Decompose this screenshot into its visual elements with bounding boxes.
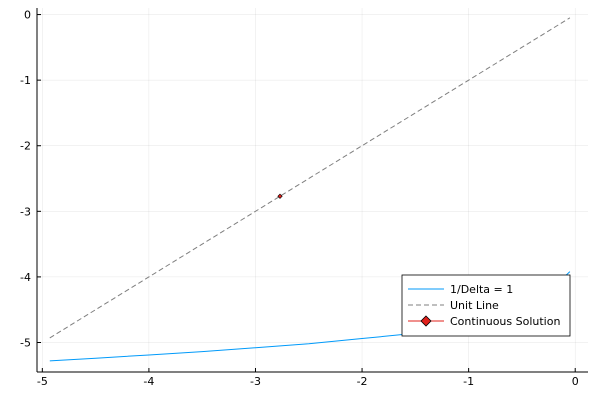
legend-label-1-delta-1: 1/Delta = 1 xyxy=(450,283,513,296)
y-tick-label: 0 xyxy=(24,9,31,22)
series-marker-continuous-solution xyxy=(277,193,283,199)
x-tick-label: 0 xyxy=(572,375,579,388)
y-tick-label: -4 xyxy=(20,271,31,284)
x-tick-label: -2 xyxy=(357,375,368,388)
x-tick-label: -3 xyxy=(250,375,261,388)
x-tick-label: -1 xyxy=(463,375,474,388)
axes-layer: -5 -4 -3 -2 -1 0 0 -1 -2 -3 -4 -5 xyxy=(20,8,588,388)
legend: 1/Delta = 1 Unit Line Continuous Solution xyxy=(401,274,571,337)
legend-label-unit-line: Unit Line xyxy=(450,299,499,312)
series-line-unit-line xyxy=(49,17,571,339)
grid-layer xyxy=(37,8,588,372)
legend-swatch-marker-continuous-solution xyxy=(420,315,432,327)
x-tick-label: -5 xyxy=(37,375,48,388)
y-tick-label: -3 xyxy=(20,205,31,218)
legend-label-continuous-solution: Continuous Solution xyxy=(450,315,560,328)
legend-box xyxy=(401,274,571,337)
y-tick-label: -1 xyxy=(20,74,31,87)
x-tick-label: -4 xyxy=(143,375,154,388)
y-tick-label: -2 xyxy=(20,140,31,153)
y-tick-label: -5 xyxy=(20,336,31,349)
